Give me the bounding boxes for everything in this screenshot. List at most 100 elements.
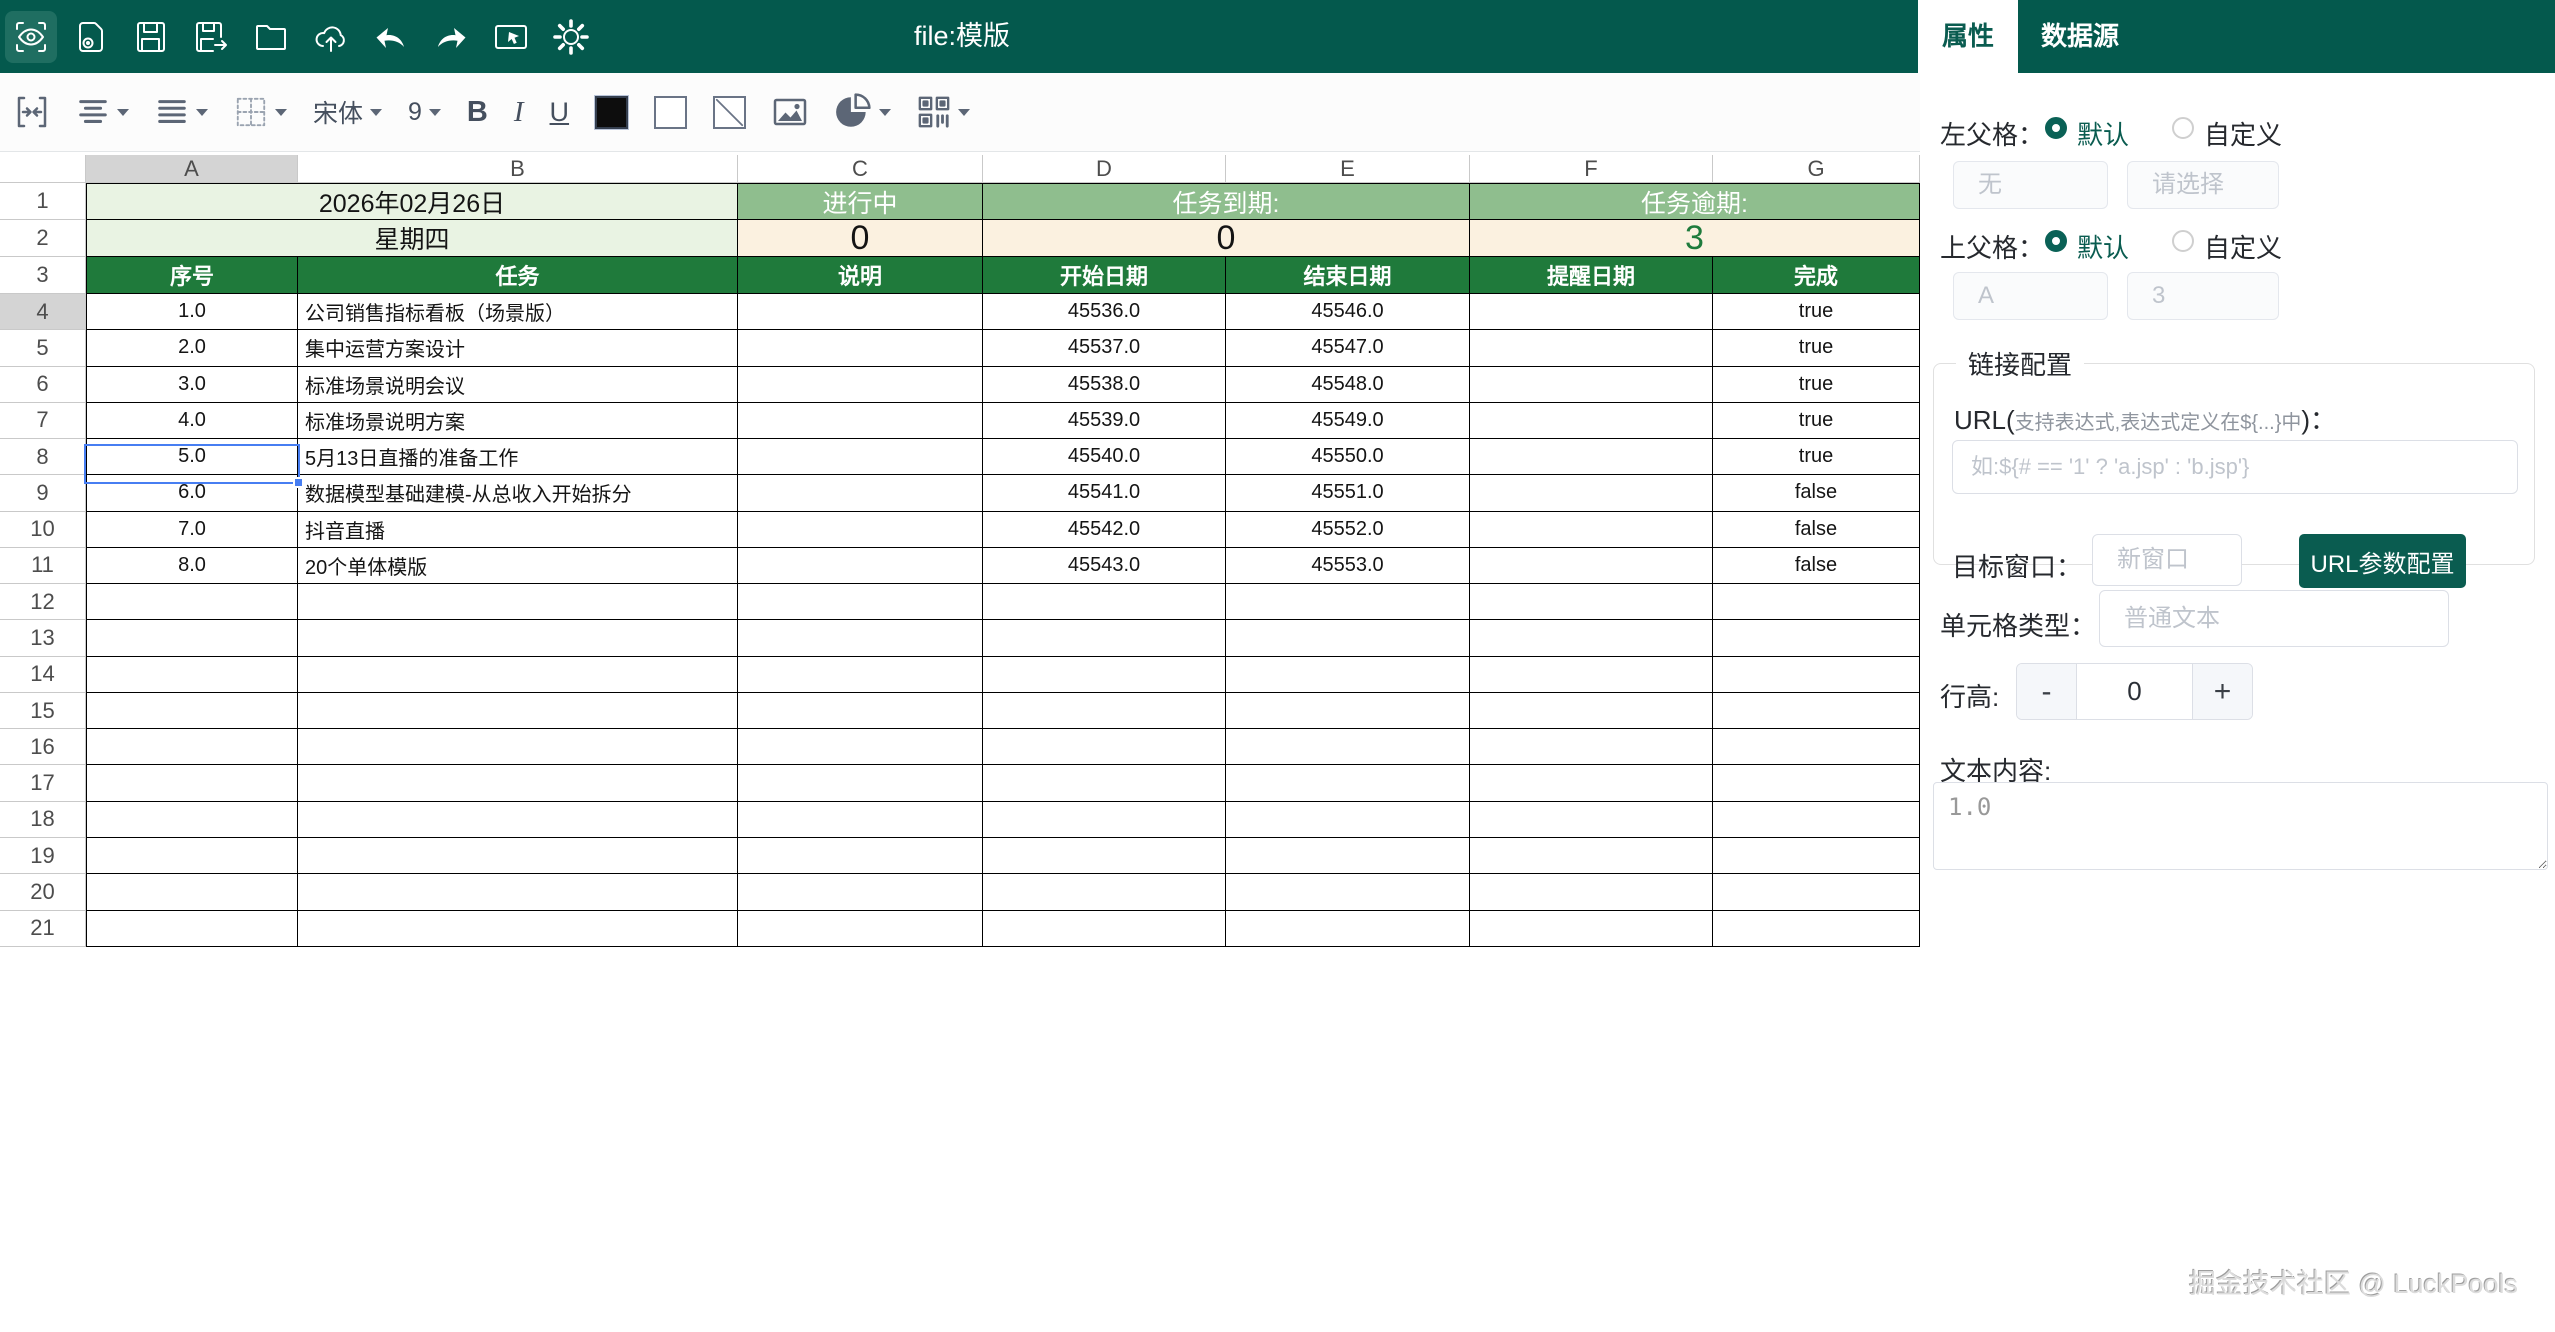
cell[interactable] — [1226, 765, 1470, 802]
cell[interactable] — [1713, 837, 1920, 875]
table-header-cell[interactable]: 说明 — [738, 257, 983, 294]
cell[interactable] — [1226, 801, 1470, 838]
cell[interactable]: 20个单体模版 — [298, 547, 738, 585]
cell[interactable] — [298, 692, 738, 730]
table-header-cell[interactable]: 完成 — [1713, 257, 1920, 294]
cell[interactable] — [1226, 620, 1470, 657]
cell[interactable]: false — [1713, 475, 1920, 512]
row-header-7[interactable]: 7 — [0, 402, 86, 440]
table-header-cell[interactable]: 结束日期 — [1226, 257, 1470, 294]
font-size-dropdown[interactable]: 9 — [408, 98, 441, 127]
cell[interactable]: 标准场景说明会议 — [298, 366, 738, 403]
open-folder-button[interactable] — [245, 11, 297, 63]
fill-handle[interactable] — [293, 477, 304, 488]
cell[interactable]: 45537.0 — [983, 330, 1226, 367]
cell[interactable] — [298, 910, 738, 947]
cell[interactable] — [738, 874, 983, 911]
cell[interactable]: 45550.0 — [1226, 439, 1470, 476]
cell[interactable]: 2.0 — [86, 330, 298, 367]
cell[interactable] — [1470, 439, 1713, 476]
cell[interactable]: 3.0 — [86, 366, 298, 403]
cell[interactable] — [1713, 765, 1920, 802]
cell[interactable] — [983, 656, 1226, 693]
cell[interactable] — [86, 620, 298, 657]
cell[interactable] — [738, 439, 983, 476]
save-as-button[interactable] — [185, 11, 237, 63]
cell[interactable] — [1470, 402, 1713, 440]
cell[interactable] — [983, 729, 1226, 766]
font-family-dropdown[interactable]: 宋体 — [313, 94, 383, 130]
column-header-C[interactable]: C — [738, 155, 983, 183]
cell[interactable] — [1713, 692, 1920, 730]
cell[interactable]: true — [1713, 366, 1920, 403]
row-header-16[interactable]: 16 — [0, 729, 86, 766]
cell-date[interactable]: 2026年02月26日 — [86, 183, 738, 220]
cell[interactable]: 8.0 — [86, 547, 298, 585]
cell[interactable]: false — [1713, 547, 1920, 585]
settings-button[interactable] — [545, 11, 597, 63]
left-parent-default-radio[interactable] — [2045, 117, 2067, 139]
row-header-3[interactable]: 3 — [0, 257, 86, 294]
cell[interactable]: 45551.0 — [1226, 475, 1470, 512]
cell[interactable] — [983, 910, 1226, 947]
cell[interactable] — [1226, 910, 1470, 947]
cell-overdue-label[interactable]: 任务逾期: — [1470, 183, 1920, 220]
row-header-8[interactable]: 8 — [0, 439, 86, 476]
save-button[interactable] — [125, 11, 177, 63]
top-parent-custom-radio[interactable] — [2172, 230, 2194, 252]
cell[interactable] — [86, 874, 298, 911]
row-header-1[interactable]: 1 — [0, 183, 86, 220]
url-input[interactable] — [1952, 440, 2518, 494]
cell[interactable] — [738, 294, 983, 331]
undo-button[interactable] — [365, 11, 417, 63]
cell[interactable] — [1226, 837, 1470, 875]
row-header-10[interactable]: 10 — [0, 511, 86, 548]
cell[interactable] — [738, 511, 983, 548]
align-horizontal-dropdown[interactable] — [76, 95, 129, 129]
cell[interactable] — [1470, 511, 1713, 548]
column-header-B[interactable]: B — [298, 155, 738, 183]
cell[interactable] — [738, 547, 983, 585]
top-parent-default-label[interactable]: 默认 — [2077, 233, 2130, 263]
cell[interactable] — [1713, 910, 1920, 947]
cell[interactable]: 抖音直播 — [298, 511, 738, 548]
left-parent-custom-radio[interactable] — [2172, 117, 2194, 139]
cell[interactable] — [983, 765, 1226, 802]
cell[interactable] — [86, 692, 298, 730]
row-header-13[interactable]: 13 — [0, 620, 86, 657]
table-header-cell[interactable]: 任务 — [298, 257, 738, 294]
cell[interactable] — [1226, 692, 1470, 730]
cell[interactable] — [1470, 656, 1713, 693]
cell[interactable] — [983, 584, 1226, 621]
cell[interactable] — [738, 584, 983, 621]
cell[interactable]: 45536.0 — [983, 294, 1226, 331]
row-height-value[interactable]: 0 — [2127, 676, 2142, 706]
cell[interactable]: 集中运营方案设计 — [298, 330, 738, 367]
left-parent-cell-input[interactable] — [1953, 161, 2108, 209]
cell[interactable]: 4.0 — [86, 402, 298, 440]
cell[interactable] — [983, 801, 1226, 838]
row-height-decrease-button[interactable]: - — [2017, 664, 2077, 719]
cell-due-label[interactable]: 任务到期: — [983, 183, 1470, 220]
row-header-18[interactable]: 18 — [0, 801, 86, 838]
cell[interactable] — [1713, 874, 1920, 911]
cell-weekday[interactable]: 星期四 — [86, 220, 738, 257]
cell[interactable]: 6.0 — [86, 475, 298, 512]
column-header-E[interactable]: E — [1226, 155, 1470, 183]
cell[interactable] — [1713, 656, 1920, 693]
cell[interactable] — [86, 801, 298, 838]
row-header-11[interactable]: 11 — [0, 547, 86, 585]
cell[interactable] — [738, 330, 983, 367]
cell[interactable]: 5.0 — [86, 439, 298, 476]
target-window-input[interactable] — [2092, 534, 2242, 586]
cell[interactable] — [1713, 584, 1920, 621]
cell[interactable] — [738, 910, 983, 947]
diagonal-border-button[interactable] — [713, 95, 747, 129]
cell[interactable] — [86, 656, 298, 693]
cell[interactable] — [86, 584, 298, 621]
text-content-textarea[interactable]: 1.0 — [1933, 782, 2548, 870]
cell[interactable] — [1470, 620, 1713, 657]
cell[interactable] — [738, 837, 983, 875]
left-parent-default-label[interactable]: 默认 — [2077, 120, 2130, 150]
cell[interactable] — [983, 620, 1226, 657]
